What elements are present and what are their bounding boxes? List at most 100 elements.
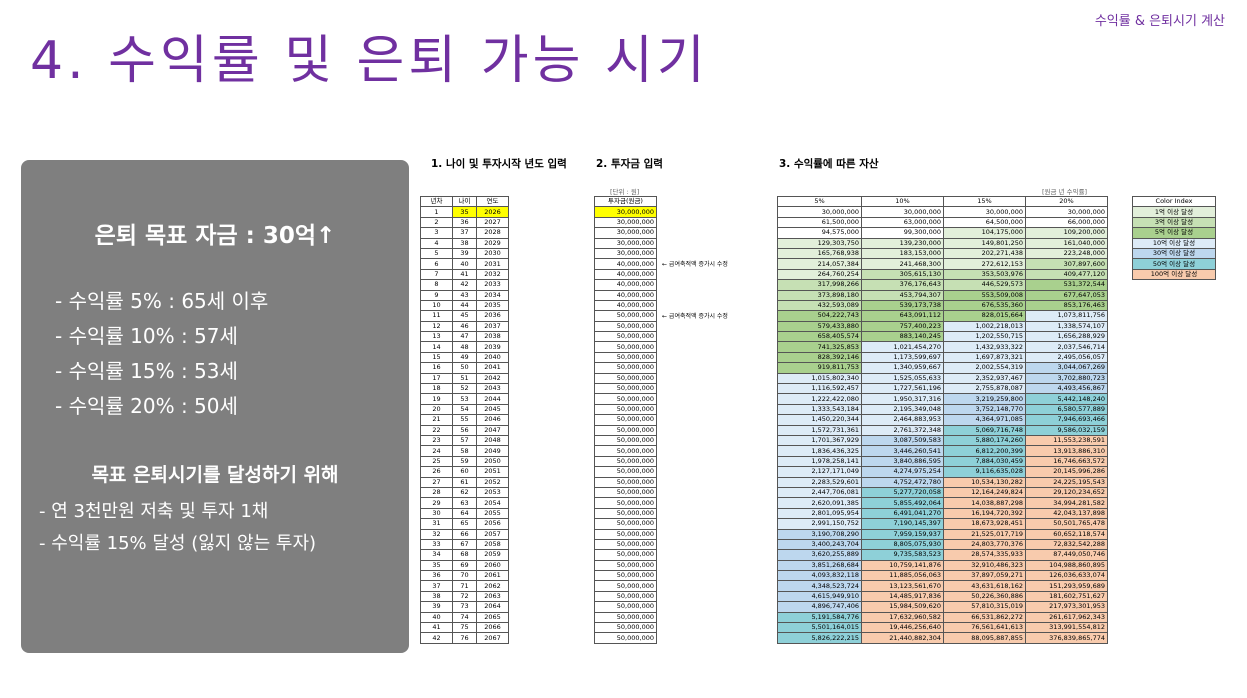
table-row: 28 62 2053 (420, 486, 509, 499)
cell-asset-r5: 741,325,853 (777, 341, 862, 353)
cell-asset-r10: 539,173,738 (861, 299, 944, 312)
cell-asset-r20: 72,832,542,288 (1025, 538, 1108, 551)
table-row: 14 48 2039 (420, 341, 509, 353)
table-row: 16 50 2041 (420, 362, 509, 374)
cell-age: 76 (452, 632, 477, 644)
cell-year: 2032 (476, 268, 509, 281)
cell-asset-r5: 214,057,384 (777, 258, 862, 270)
table-row: 50,000,000 (594, 445, 657, 457)
cell-asset-r20: 4,493,456,867 (1025, 383, 1108, 395)
summary-panel: 은퇴 목표 자금 : 30억↑ - 수익률 5% : 65세 이후 - 수익률 … (21, 160, 409, 653)
table-row: 4,896,747,406 15,984,509,620 57,810,315,01… (777, 601, 1108, 613)
cell-year-no: 5 (420, 247, 453, 260)
cell-asset-r20: 66,000,000 (1025, 216, 1108, 229)
cell-asset-r15: 50,226,360,886 (943, 590, 1026, 603)
cell-age: 45 (452, 310, 477, 322)
cell-year-no: 29 (420, 497, 453, 509)
table-row: 9 43 2034 (420, 289, 509, 301)
table-row: 38 72 2063 (420, 590, 509, 603)
cell-invest: 30,000,000 (594, 247, 657, 260)
cell-year: 2035 (476, 299, 509, 312)
table-row: 4,615,949,910 14,485,917,836 50,226,360,88… (777, 590, 1108, 603)
cell-asset-r5: 373,898,180 (777, 289, 862, 301)
legend-item: 50억 이상 달성 (1132, 258, 1216, 270)
cell-asset-r10: 376,176,643 (861, 279, 944, 291)
cell-asset-r10: 21,440,882,304 (861, 632, 944, 644)
cell-asset-r15: 43,631,618,162 (943, 580, 1026, 592)
table-row: 7 41 2032 (420, 268, 509, 281)
cell-asset-r15: 1,432,933,322 (943, 341, 1026, 353)
legend-item: 3억 이상 달성 (1132, 216, 1216, 229)
table-row: 828,392,146 1,173,599,697 1,697,873,321 2,4… (777, 351, 1108, 364)
cell-asset-r10: 19,446,256,640 (861, 621, 944, 634)
table-row: 1 35 2026 (420, 206, 509, 218)
unit-label-invest: [단위 : 원] (610, 188, 640, 196)
table-row: 3,620,255,889 9,735,583,523 28,574,335,933… (777, 549, 1108, 561)
cell-asset-r15: 5,880,174,260 (943, 434, 1026, 447)
cell-age: 55 (452, 414, 477, 426)
table-row: 214,057,384 241,468,300 272,612,153 307,897… (777, 258, 1108, 270)
cell-asset-r5: 432,593,089 (777, 299, 862, 312)
table-row: 17 51 2042 (420, 372, 509, 385)
table-row: 5,826,222,215 21,440,882,304 88,095,887,85… (777, 632, 1108, 644)
table-row: 50,000,000 (594, 580, 657, 592)
table-row: 50,000,000 (594, 466, 657, 478)
table-row: 1,116,592,457 1,727,561,196 2,755,878,087 4… (777, 383, 1108, 395)
cell-asset-r20: 531,372,544 (1025, 279, 1108, 291)
cell-asset-r20: 1,073,811,756 (1025, 310, 1108, 322)
cell-invest: 50,000,000 (594, 528, 657, 540)
table-row: 25 59 2050 (420, 455, 509, 468)
cell-year-no: 30 (420, 507, 453, 520)
cell-asset-r15: 3,752,148,770 (943, 403, 1026, 416)
table-row: 165,768,938 183,153,000 202,271,438 223,248… (777, 247, 1108, 260)
cell-asset-r5: 5,826,222,215 (777, 632, 862, 644)
cell-asset-r15: 7,884,030,459 (943, 455, 1026, 468)
cell-invest: 50,000,000 (594, 331, 657, 343)
cell-invest: 40,000,000 (594, 289, 657, 301)
table-row: 50,000,000 (594, 497, 657, 509)
cell-asset-r5: 4,348,523,724 (777, 580, 862, 592)
cell-asset-r5: 919,811,753 (777, 362, 862, 374)
cell-year: 2059 (476, 549, 509, 561)
cell-invest: 50,000,000 (594, 632, 657, 644)
cell-asset-r20: 2,037,546,714 (1025, 341, 1108, 353)
table-row: 50,000,000 (594, 424, 657, 437)
cell-asset-r20: 42,043,137,898 (1025, 507, 1108, 520)
table-row: 1,701,367,929 3,087,509,583 5,880,174,260 1… (777, 434, 1108, 447)
cell-asset-r20: 30,000,000 (1025, 206, 1108, 218)
cell-year-no: 37 (420, 580, 453, 592)
cell-asset-r5: 2,447,706,081 (777, 486, 862, 499)
cell-year: 2054 (476, 497, 509, 509)
cell-age: 53 (452, 393, 477, 405)
cell-invest: 50,000,000 (594, 341, 657, 353)
cell-asset-r10: 5,277,720,058 (861, 486, 944, 499)
table-row: 22 56 2047 (420, 424, 509, 437)
cell-year: 2043 (476, 383, 509, 395)
cell-year: 2026 (476, 206, 509, 218)
cell-asset-r5: 2,127,171,049 (777, 466, 862, 478)
table-row: 26 60 2051 (420, 466, 509, 478)
rate-item: - 수익률 15% : 53세 (55, 359, 238, 383)
cell-asset-r20: 5,442,148,240 (1025, 393, 1108, 405)
cell-year-no: 26 (420, 466, 453, 478)
cell-year: 2039 (476, 341, 509, 353)
cell-asset-r5: 5,191,584,776 (777, 611, 862, 624)
cell-asset-r10: 6,491,041,270 (861, 507, 944, 520)
cell-asset-r5: 4,093,832,118 (777, 570, 862, 582)
table-row: 4 38 2029 (420, 237, 509, 249)
cell-year: 2056 (476, 518, 509, 530)
table-row: 2,127,171,049 4,274,975,254 9,116,635,028 2… (777, 466, 1108, 478)
table-row: 50,000,000 (594, 621, 657, 634)
cell-invest: 50,000,000 (594, 518, 657, 530)
cell-age: 66 (452, 528, 477, 540)
table-row: 6 40 2031 (420, 258, 509, 270)
color-index-legend: Color Index 1억 이상 달성 3억 이상 달성 5억 이상 달성 10억 … (1132, 195, 1216, 281)
cell-asset-r15: 10,534,130,282 (943, 476, 1026, 488)
cell-asset-r15: 5,069,716,748 (943, 424, 1026, 437)
cell-year-no: 31 (420, 518, 453, 530)
cell-invest: 50,000,000 (594, 403, 657, 416)
cell-year: 2048 (476, 434, 509, 447)
cell-year-no: 1 (420, 206, 453, 218)
cell-asset-r15: 1,002,218,013 (943, 320, 1026, 333)
cell-asset-r5: 2,991,150,752 (777, 518, 862, 530)
